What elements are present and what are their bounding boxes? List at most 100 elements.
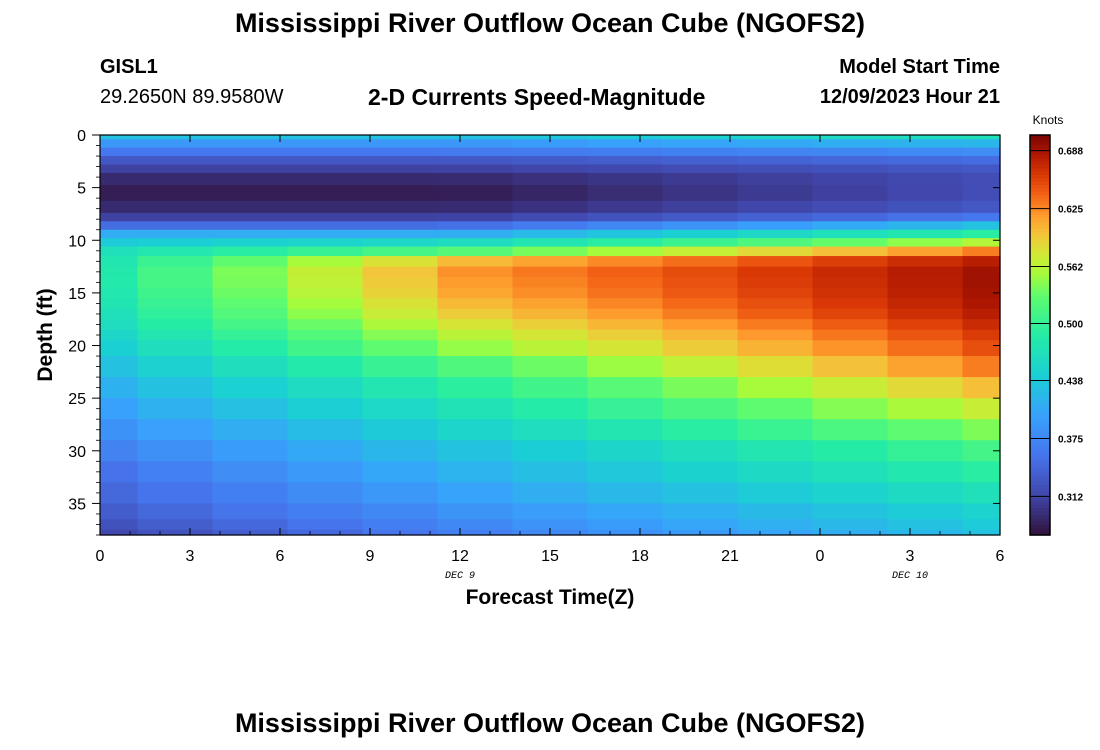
heatmap-cell	[287, 298, 364, 310]
heatmap-cell	[287, 529, 364, 536]
heatmap-cell	[437, 329, 514, 341]
colorbar-segment	[1030, 405, 1050, 409]
heatmap-cell	[737, 246, 814, 257]
colorbar-segment	[1030, 168, 1050, 173]
heatmap-cell	[137, 246, 214, 257]
colorbar-segment	[1030, 458, 1050, 463]
colorbar-segment	[1030, 161, 1050, 166]
date-label: DEC 10	[892, 571, 928, 582]
heatmap-cell	[212, 135, 289, 140]
heatmap-cell	[512, 266, 589, 278]
heatmap-cell	[962, 419, 1001, 441]
colorbar-segment	[1030, 528, 1050, 533]
heatmap-cell	[137, 461, 214, 483]
heatmap-cell	[137, 212, 214, 222]
heatmap-cell	[212, 172, 289, 186]
heatmap-cell	[100, 221, 139, 231]
heatmap-cell	[362, 503, 439, 520]
heatmap-cell	[812, 277, 889, 289]
colorbar-segment	[1030, 455, 1050, 459]
heatmap-cell	[437, 229, 514, 239]
heatmap-cell	[812, 503, 889, 520]
heatmap-cell	[587, 287, 664, 299]
heatmap-cell	[737, 377, 814, 399]
heatmap-cell	[587, 503, 664, 520]
footer-title: Mississippi River Outflow Ocean Cube (NG…	[234, 708, 866, 738]
heatmap-cell	[737, 319, 814, 331]
heatmap-cell	[287, 287, 364, 299]
heatmap-cell	[887, 135, 964, 140]
colorbar-segment	[1030, 381, 1050, 386]
heatmap-cell	[887, 256, 964, 268]
heatmap-cell	[437, 238, 514, 248]
heatmap-cell	[812, 340, 889, 357]
heatmap-cell	[587, 238, 664, 248]
heatmap-cell	[737, 308, 814, 320]
heatmap-cell	[362, 212, 439, 222]
colorbar-segment	[1030, 141, 1050, 146]
heatmap-cell	[212, 482, 289, 505]
heatmap-cell	[137, 419, 214, 441]
colorbar-segment	[1030, 308, 1050, 313]
colorbar-segment	[1030, 165, 1050, 169]
heatmap-cell	[812, 229, 889, 239]
heatmap-cell	[212, 340, 289, 357]
heatmap-cell	[437, 246, 514, 257]
x-tick-label: 9	[366, 548, 375, 565]
heatmap-cell	[887, 185, 964, 202]
heatmap-cell	[362, 308, 439, 320]
heatmap-cell	[362, 256, 439, 268]
heatmap-cell	[962, 461, 1001, 483]
heatmap-cell	[212, 398, 289, 420]
x-tick-label: 0	[816, 548, 825, 565]
heatmap-cell	[362, 287, 439, 299]
heatmap-cells	[100, 135, 1001, 536]
y-tick-label: 5	[77, 181, 86, 198]
colorbar-segment	[1030, 195, 1050, 199]
heatmap-cell	[287, 147, 364, 157]
heatmap-cell	[587, 398, 664, 420]
heatmap-cell	[100, 185, 139, 202]
heatmap-cell	[962, 287, 1001, 299]
colorbar-segment	[1030, 435, 1050, 439]
colorbar-segment	[1030, 531, 1050, 536]
heatmap-cell	[212, 319, 289, 331]
heatmap-cell	[512, 139, 589, 149]
colorbar-segment	[1030, 285, 1050, 289]
heatmap-cell	[737, 398, 814, 420]
heatmap-cell	[662, 185, 739, 202]
heatmap-cell	[887, 319, 964, 331]
heatmap-cell	[287, 266, 364, 278]
heatmap-cell	[962, 221, 1001, 231]
colorbar-segment	[1030, 288, 1050, 293]
heatmap-cell	[887, 482, 964, 505]
heatmap-cell	[287, 308, 364, 320]
colorbar-segment	[1030, 311, 1050, 316]
colorbar-segment	[1030, 158, 1050, 163]
heatmap-cell	[887, 156, 964, 166]
heatmap-cell	[437, 185, 514, 202]
heatmap-cell	[437, 461, 514, 483]
colorbar-segment	[1030, 468, 1050, 473]
heatmap-cell	[137, 329, 214, 341]
heatmap-cell	[887, 356, 964, 378]
heatmap-cell	[362, 200, 439, 214]
heatmap-cell	[887, 503, 964, 520]
heatmap-cell	[812, 156, 889, 166]
colorbar-segment	[1030, 281, 1050, 286]
heatmap-cell	[100, 519, 139, 531]
colorbar-segment	[1030, 355, 1050, 359]
heatmap-cell	[587, 147, 664, 157]
heatmap-cell	[962, 377, 1001, 399]
heatmap-cell	[512, 398, 589, 420]
heatmap-cell	[812, 246, 889, 257]
heatmap-cell	[212, 139, 289, 149]
heatmap-cell	[137, 200, 214, 214]
heatmap-cell	[137, 172, 214, 186]
heatmap-cell	[887, 212, 964, 222]
heatmap-cell	[662, 329, 739, 341]
heatmap-cell	[137, 308, 214, 320]
colorbar-segment	[1030, 361, 1050, 366]
colorbar-tick-label: 0.562	[1058, 262, 1083, 273]
